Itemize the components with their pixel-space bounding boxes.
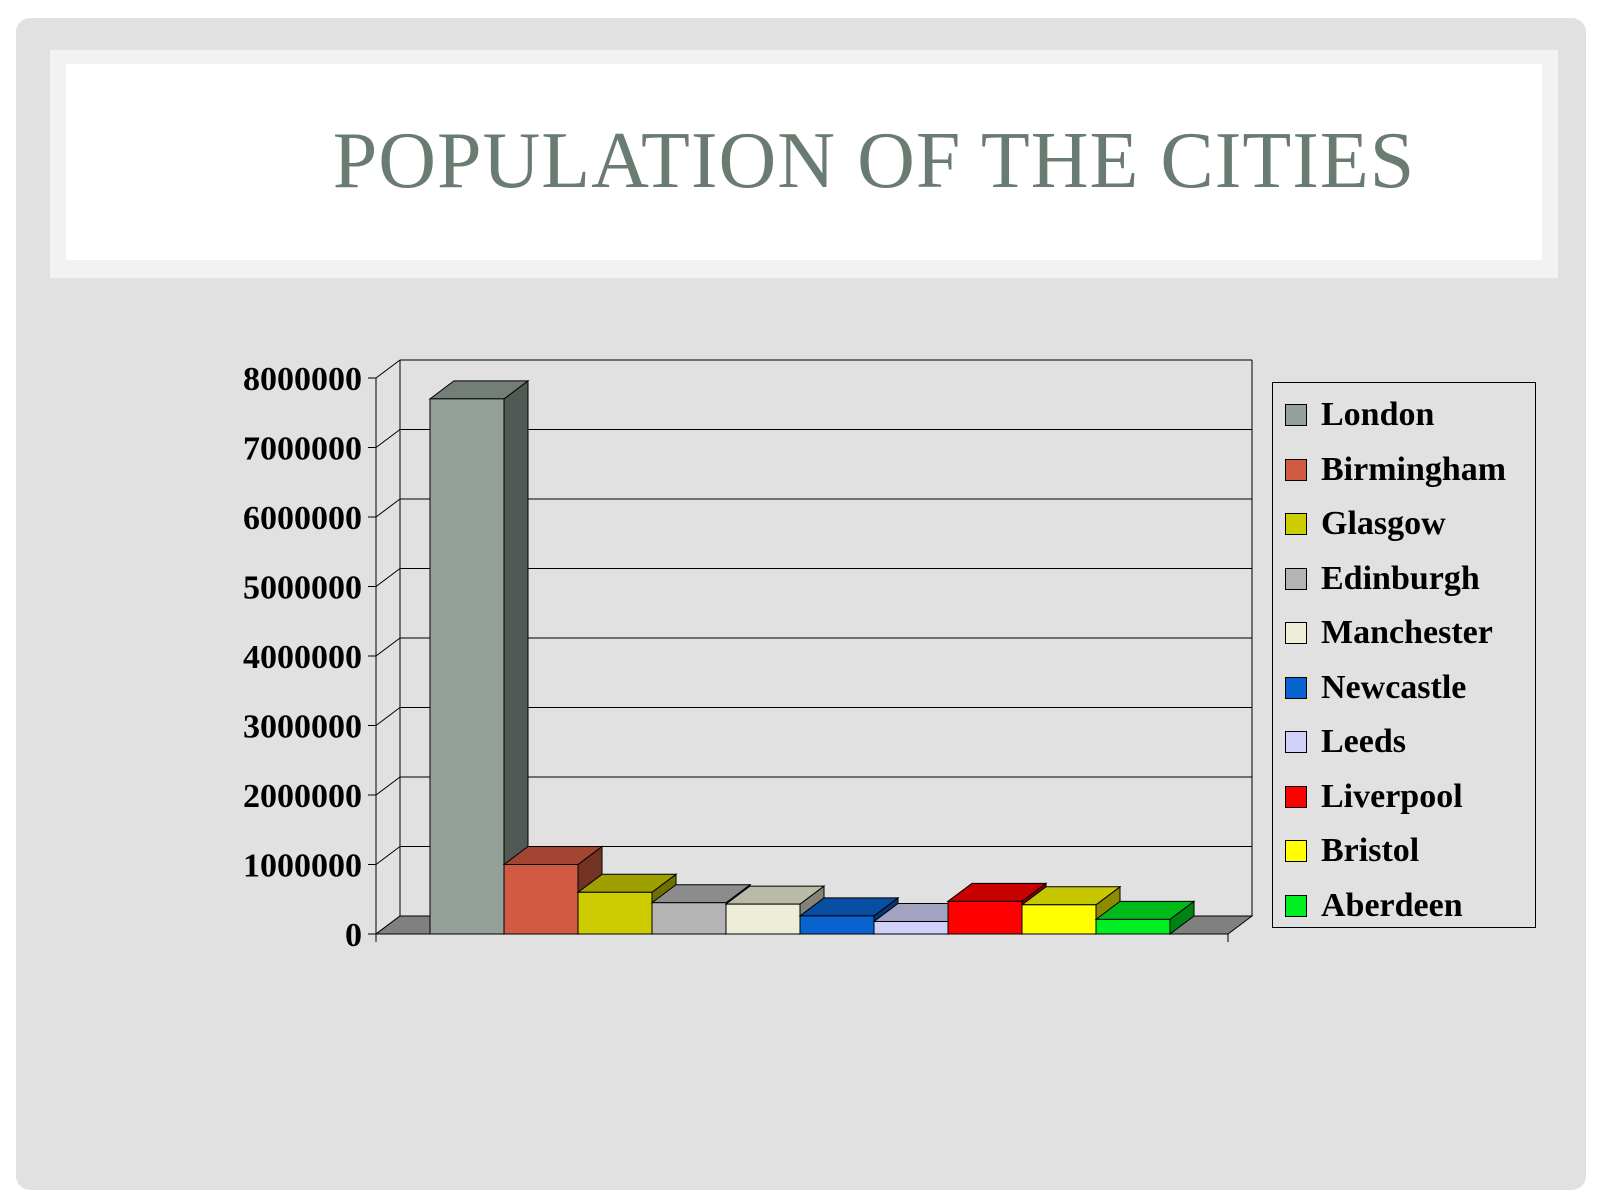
bar-glasgow	[577, 891, 653, 935]
legend-label: Bristol	[1321, 832, 1420, 869]
legend-label: Glasgow	[1321, 505, 1446, 542]
gridline-side	[375, 707, 401, 726]
chart-legend: London Birmingham Glasgow Edinburgh Manchest…	[1272, 382, 1536, 928]
legend-label: Newcastle	[1321, 668, 1467, 706]
legend-item: London	[1285, 395, 1434, 435]
legend-item: Aberdeen	[1285, 886, 1463, 926]
slide-title: POPULATION OF THE CITIES	[332, 117, 1416, 205]
y-tick-label: 0	[345, 917, 362, 954]
legend-label: Leeds	[1321, 723, 1406, 760]
legend-swatch	[1285, 676, 1307, 699]
legend-swatch	[1285, 785, 1307, 808]
legend-label: Liverpool	[1321, 777, 1463, 815]
y-tick-label: 2000000	[243, 778, 362, 815]
bar-london	[429, 398, 505, 935]
gridline-side	[375, 637, 401, 657]
gridline-side	[375, 776, 401, 796]
legend-item: Edinburgh	[1285, 559, 1480, 599]
legend-item: Liverpool	[1285, 777, 1463, 817]
legend-item: Bristol	[1285, 831, 1419, 871]
bar-manchester	[725, 903, 801, 935]
y-tick-label: 6000000	[243, 500, 362, 537]
gridline-side	[375, 568, 401, 587]
legend-item: Leeds	[1285, 722, 1406, 762]
legend-swatch	[1285, 513, 1307, 535]
y-tick-label: 8000000	[243, 361, 362, 398]
bar-bristol	[1021, 904, 1097, 935]
legend-swatch	[1285, 458, 1307, 481]
y-tick-label: 5000000	[243, 570, 362, 607]
y-tick-label: 1000000	[243, 848, 362, 885]
legend-label: Birmingham	[1321, 450, 1507, 488]
legend-label: London	[1321, 396, 1435, 433]
legend-swatch	[1285, 567, 1307, 590]
bar-aberdeen	[1095, 918, 1171, 935]
legend-item: Birmingham	[1285, 450, 1506, 490]
gridline-side	[375, 846, 401, 865]
legend-swatch	[1285, 840, 1307, 862]
y-tick-label: 7000000	[243, 431, 362, 468]
gridline-side	[375, 498, 401, 518]
legend-item: Manchester	[1285, 613, 1493, 653]
legend-swatch	[1285, 404, 1307, 426]
legend-label: Manchester	[1321, 614, 1493, 651]
bar-leeds	[873, 920, 949, 935]
legend-label: Aberdeen	[1321, 886, 1463, 924]
y-tick-label: 3000000	[243, 709, 362, 746]
bar-newcastle	[799, 915, 875, 935]
legend-item: Newcastle	[1285, 668, 1466, 708]
bar-liverpool	[947, 900, 1023, 935]
title-box: POPULATION OF THE CITIES	[66, 64, 1542, 260]
gridline-side	[375, 359, 401, 379]
legend-label: Edinburgh	[1321, 559, 1480, 597]
y-tick-label: 4000000	[243, 639, 362, 676]
bar-birmingham	[503, 864, 579, 935]
legend-swatch	[1285, 894, 1307, 917]
bar-edinburgh	[651, 902, 727, 935]
title-band: POPULATION OF THE CITIES	[50, 50, 1558, 278]
legend-item: Glasgow	[1285, 504, 1446, 544]
gridline-side	[375, 429, 401, 448]
legend-swatch	[1285, 731, 1307, 753]
slide-background: POPULATION OF THE CITIES	[16, 18, 1586, 1190]
legend-swatch	[1285, 622, 1307, 644]
